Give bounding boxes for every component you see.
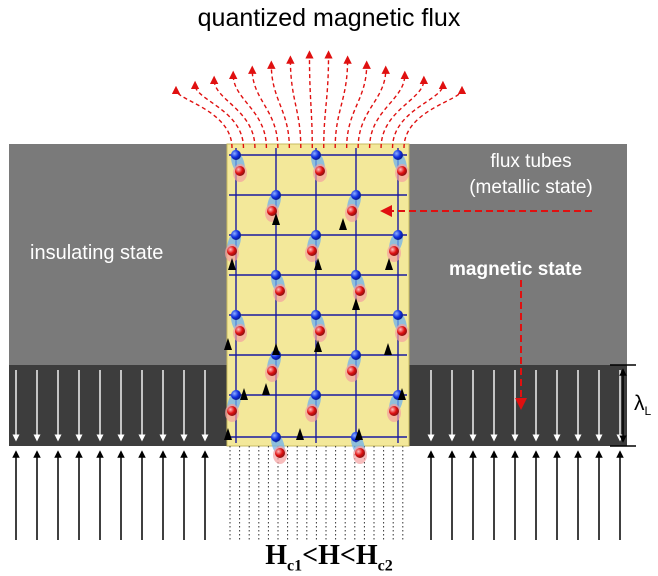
field-arrowhead (228, 258, 236, 270)
lambda-subscript: L (644, 404, 652, 419)
spin-down-particle (315, 326, 325, 336)
field-arrowhead (385, 258, 393, 270)
spin-up-particle (351, 190, 361, 200)
insulating-state-label: insulating state (30, 242, 164, 264)
spin-down-particle (307, 406, 317, 416)
spin-up-particle (271, 190, 281, 200)
spin-up-particle (231, 390, 241, 400)
flux-line (368, 70, 409, 149)
flux-line (229, 70, 268, 149)
flux-tubes-label: flux tubes (490, 151, 572, 172)
penetration-depth-bracket (610, 364, 636, 447)
penetration-layer-right (409, 365, 627, 446)
field-arrowhead (352, 298, 360, 310)
spin-up-particle (351, 350, 361, 360)
flux-line (345, 60, 371, 149)
formula-h: H (318, 540, 340, 571)
field-condition-formula: Hc1<H<Hc2 (0, 540, 658, 576)
flux-line (267, 60, 291, 149)
formula-lt: < (302, 540, 319, 571)
spin-up-particle (311, 310, 321, 320)
spin-up-particle (311, 150, 321, 160)
spin-down-particle (227, 406, 237, 416)
field-arrowhead (314, 340, 322, 352)
field-arrowhead (262, 383, 270, 395)
spin-up-particle (231, 150, 241, 160)
spin-down-particle (267, 366, 277, 376)
spin-down-particle (267, 206, 277, 216)
spin-down-particle (235, 326, 245, 336)
flux-line (391, 80, 448, 149)
spin-down-particle (397, 166, 407, 176)
field-arrowhead (272, 343, 280, 355)
field-arrowhead (384, 343, 392, 355)
field-arrowhead (224, 428, 232, 440)
spin-down-particle (389, 246, 399, 256)
flux-line (209, 75, 256, 149)
dotted-flux-lines (229, 446, 404, 540)
field-arrowhead (272, 213, 280, 225)
spin-up-particle (311, 390, 321, 400)
spin-up-particle (231, 310, 241, 320)
formula-sub-c1: c1 (287, 557, 303, 575)
screening-arrows (12, 370, 624, 442)
field-arrowhead (398, 388, 406, 400)
flux-line (248, 65, 279, 149)
quantized-flux-lines (171, 50, 467, 149)
magnetic-state-label: magnetic state (449, 259, 583, 280)
field-arrowhead (314, 258, 322, 270)
spin-up-particle (351, 270, 361, 280)
spin-down-particle (275, 448, 285, 458)
spin-down-particle (315, 166, 325, 176)
penetration-layer-left (9, 365, 227, 446)
flux-line (286, 55, 302, 149)
spin-down-particle (307, 246, 317, 256)
flux-line (380, 75, 429, 149)
spin-down-particle (389, 406, 399, 416)
spin-down-particle (275, 286, 285, 296)
lambda-symbol: λ (634, 392, 645, 415)
spin-down-particle (347, 206, 357, 216)
spin-up-particle (393, 230, 403, 240)
field-arrowhead (224, 338, 232, 350)
diagram-title: quantized magnetic flux (197, 4, 461, 32)
flux-line (190, 80, 245, 149)
field-arrowhead (355, 428, 363, 440)
formula-h: H (265, 540, 288, 571)
formula-sub-c2: c2 (377, 557, 393, 575)
spin-down-particle (347, 366, 357, 376)
penetration-depth-label: λL (634, 392, 651, 418)
field-arrowhead (296, 428, 304, 440)
spin-up-particle (271, 270, 281, 280)
spin-up-particle (271, 432, 281, 442)
spin-up-particle (311, 230, 321, 240)
formula-h: H (355, 540, 378, 571)
flux-line (357, 65, 390, 149)
spin-up-particle (393, 310, 403, 320)
applied-field-arrows (12, 450, 624, 540)
flux-line (323, 50, 333, 149)
field-arrows-inner (224, 213, 406, 440)
spin-down-particle (355, 448, 365, 458)
field-arrowhead (339, 218, 347, 230)
spin-up-particle (393, 150, 403, 160)
spin-down-particle (235, 166, 245, 176)
field-arrowhead (240, 388, 248, 400)
flux-line (334, 55, 352, 149)
flux-line (305, 50, 314, 149)
insulating-region-left (9, 144, 227, 365)
flux-line (171, 85, 233, 149)
metallic-state-label: (metallic state) (469, 177, 593, 198)
insulating-region-right (409, 144, 627, 365)
flux-line (403, 85, 467, 149)
formula-lt: < (339, 540, 356, 571)
spin-down-particle (355, 286, 365, 296)
spin-up-particle (231, 230, 241, 240)
spin-down-particle (397, 326, 407, 336)
spin-down-particle (227, 246, 237, 256)
